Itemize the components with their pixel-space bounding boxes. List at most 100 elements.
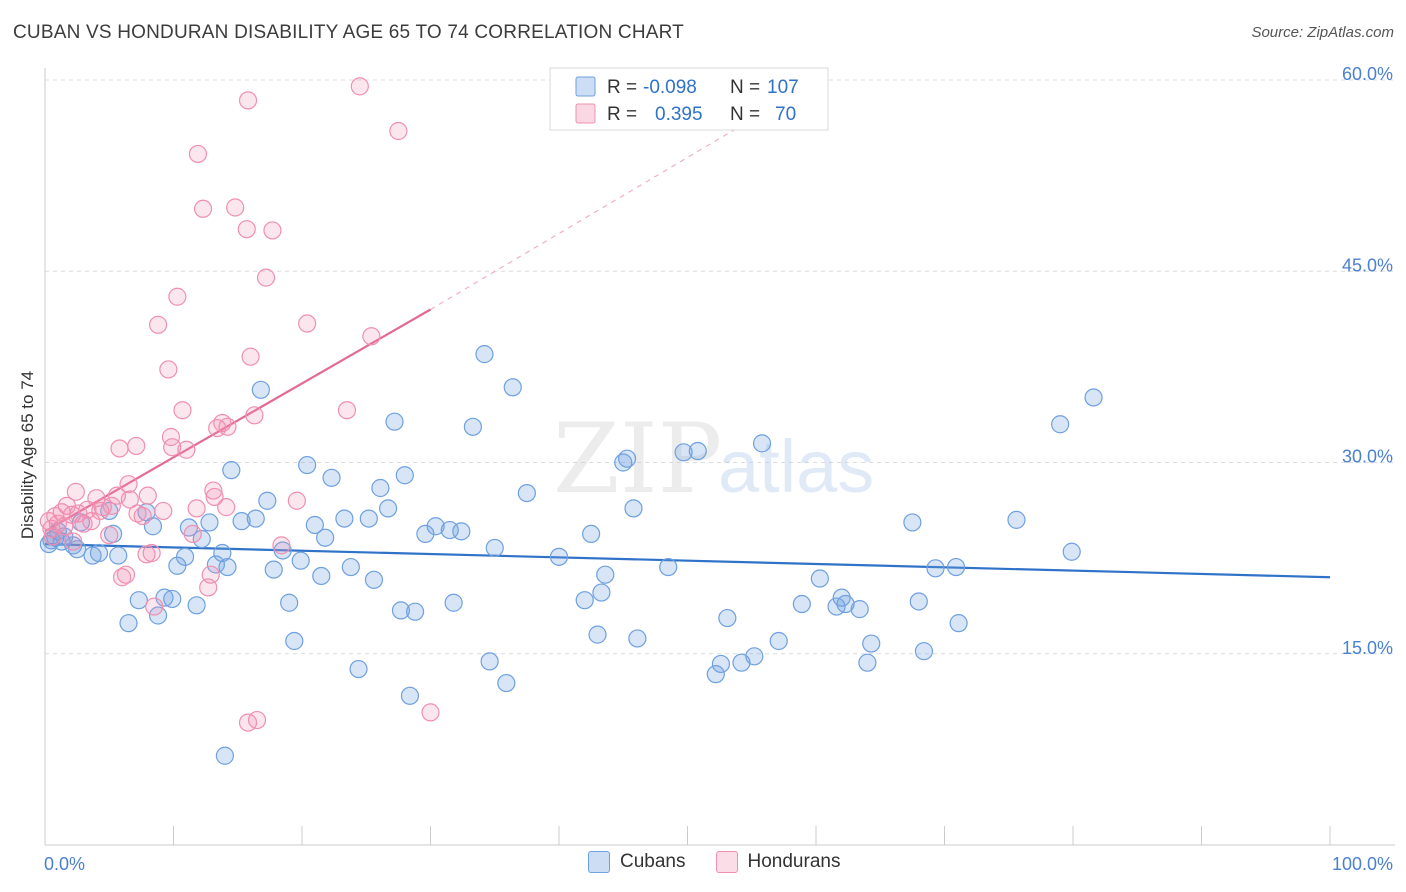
point-cubans <box>264 560 283 579</box>
point-hondurans <box>205 487 224 507</box>
point-hondurans <box>120 490 139 509</box>
point-hondurans <box>100 526 119 545</box>
point-cubans <box>588 625 607 644</box>
point-hondurans <box>272 536 291 555</box>
point-cubans <box>395 466 414 485</box>
bottom-legend-hondurans: Hondurans <box>715 851 841 873</box>
series-hondurans <box>39 77 440 732</box>
point-cubans <box>335 509 354 528</box>
point-cubans <box>926 559 945 578</box>
x-tick-label-max: 100.0% <box>1332 854 1393 874</box>
point-hondurans <box>218 417 237 436</box>
point-cubans <box>909 592 928 611</box>
legend-r-label-hondurans: R = <box>607 104 637 125</box>
point-cubans <box>192 529 211 549</box>
point-cubans <box>175 547 195 566</box>
hondurans-legend-label: Hondurans <box>747 851 841 872</box>
chart-title: CUBAN VS HONDURAN DISABILITY AGE 65 TO 7… <box>13 22 684 43</box>
point-cubans <box>251 380 270 399</box>
point-cubans <box>109 546 128 565</box>
point-hondurans <box>245 406 264 425</box>
point-cubans <box>1007 510 1026 529</box>
point-hondurans <box>127 436 146 456</box>
point-hondurans <box>173 401 192 420</box>
legend-n-value-cubans: 107 <box>767 77 799 98</box>
point-hondurans <box>142 543 161 563</box>
axes <box>44 68 1395 846</box>
point-cubans <box>903 513 922 532</box>
point-cubans <box>349 659 368 679</box>
point-hondurans <box>148 315 168 334</box>
trend-line-hondurans <box>44 308 432 533</box>
point-hondurans <box>66 482 85 501</box>
y-tick-label: 45.0% <box>1342 255 1393 275</box>
point-hondurans <box>337 401 357 420</box>
point-cubans <box>206 555 226 574</box>
legend-r-value-hondurans: 0.395 <box>655 104 703 125</box>
point-hondurans <box>187 499 206 518</box>
point-hondurans <box>237 220 256 239</box>
point-cubans <box>405 602 425 621</box>
point-cubans <box>946 557 966 577</box>
point-cubans <box>575 591 594 610</box>
legend-n-value-hondurans: 70 <box>775 104 796 125</box>
point-cubans <box>440 520 459 540</box>
point-cubans <box>592 583 611 602</box>
point-hondurans <box>226 198 245 217</box>
point-hondurans <box>154 501 173 521</box>
point-hondurans <box>177 440 196 459</box>
trend-line-hondurans-extension <box>430 111 765 311</box>
legend-swatch-cubans <box>575 76 596 97</box>
trend-line-cubans <box>44 543 1331 579</box>
point-hondurans <box>128 504 147 523</box>
watermark-atlas: atlas <box>718 425 874 508</box>
point-hondurans <box>43 527 62 546</box>
point-hondurans <box>263 221 282 240</box>
point-cubans <box>371 478 390 498</box>
point-cubans <box>914 642 934 661</box>
point-cubans <box>711 654 731 674</box>
point-cubans <box>364 570 384 589</box>
point-cubans <box>316 528 335 547</box>
point-hondurans <box>102 496 121 515</box>
point-cubans <box>549 547 569 566</box>
point-cubans <box>1051 415 1070 434</box>
point-cubans <box>497 673 516 693</box>
point-cubans <box>674 443 693 462</box>
point-hondurans <box>82 512 101 531</box>
point-cubans <box>480 652 499 671</box>
tick-labels: 15.0% 30.0% 45.0% 60.0% 0.0% 100.0% <box>44 64 1393 874</box>
point-cubans <box>836 594 855 614</box>
y-tick-label: 60.0% <box>1342 64 1393 84</box>
point-hondurans <box>188 144 208 164</box>
point-hondurans <box>204 481 223 500</box>
y-tick-label: 15.0% <box>1342 638 1393 658</box>
point-cubans <box>463 417 483 436</box>
y-axis-label: Disability Age 65 to 74 <box>18 371 37 539</box>
point-cubans <box>1062 542 1081 561</box>
point-cubans <box>452 522 471 541</box>
point-cubans <box>850 600 869 619</box>
point-cubans <box>400 686 420 705</box>
point-cubans <box>322 468 341 487</box>
point-cubans <box>215 746 234 765</box>
point-hondurans <box>287 491 306 510</box>
point-cubans <box>949 614 968 633</box>
y-tick-label: 30.0% <box>1342 447 1393 467</box>
point-cubans <box>416 524 435 544</box>
point-cubans <box>385 412 404 431</box>
point-hondurans <box>110 439 129 458</box>
point-hondurans <box>241 347 260 366</box>
point-hondurans <box>389 121 408 141</box>
point-hondurans <box>64 532 83 551</box>
point-cubans <box>1084 388 1103 407</box>
point-cubans <box>628 629 647 648</box>
point-cubans <box>444 593 463 612</box>
point-cubans <box>745 647 764 666</box>
point-cubans <box>341 557 360 577</box>
point-cubans <box>298 455 317 475</box>
point-hondurans <box>421 703 440 722</box>
cubans-swatch <box>588 851 610 873</box>
point-cubans <box>148 606 168 625</box>
